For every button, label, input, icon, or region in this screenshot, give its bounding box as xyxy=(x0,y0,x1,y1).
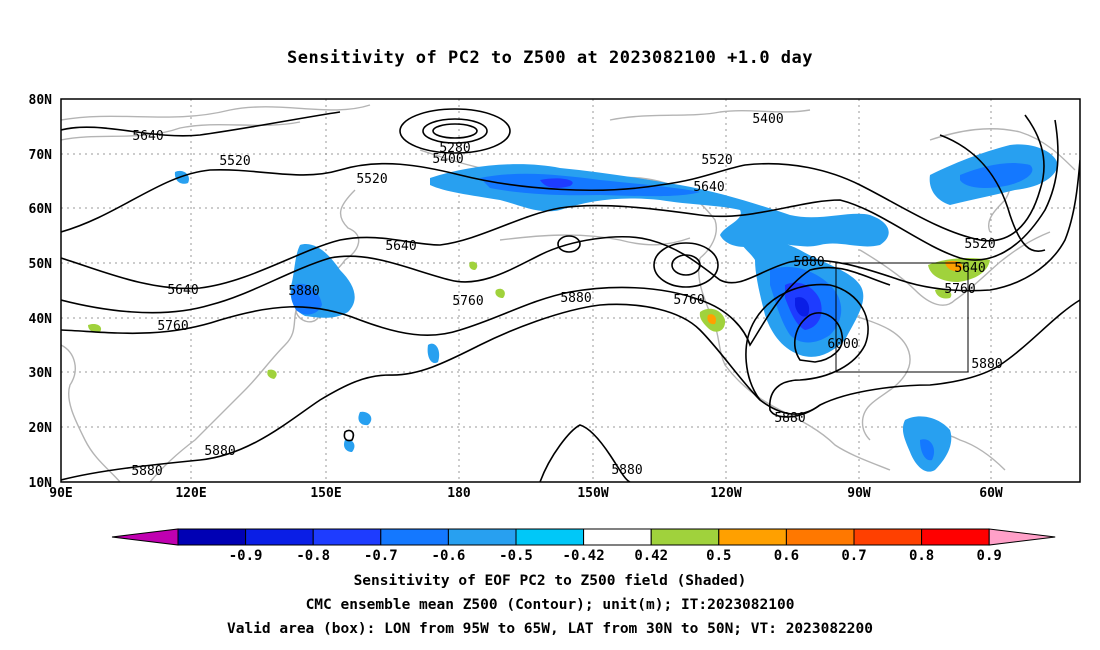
colorbar-label: 0.6 xyxy=(774,548,799,564)
colorbar-label: -0.9 xyxy=(229,548,263,564)
lat-label: 20N xyxy=(29,421,53,436)
colorbar-swatch xyxy=(785,528,855,546)
contour-label: 5640 xyxy=(385,239,416,254)
lon-label: 120W xyxy=(710,486,741,501)
valid-area-box xyxy=(835,262,969,373)
lat-label: 50N xyxy=(29,257,53,272)
contour-label: 5520 xyxy=(356,172,387,187)
colorbar-label: 0.42 xyxy=(634,548,668,564)
contour-label: 5880 xyxy=(793,255,824,270)
contour-label: 5760 xyxy=(157,319,188,334)
caption-line-1: Sensitivity of EOF PC2 to Z500 field (Sh… xyxy=(353,573,747,589)
contour-label: 5640 xyxy=(167,283,198,298)
colorbar-label: -0.42 xyxy=(563,548,605,564)
contour-label: 5880 xyxy=(611,463,642,478)
lon-label: 60W xyxy=(979,486,1003,501)
lon-label: 90E xyxy=(49,486,72,501)
colorbar-swatch xyxy=(853,528,923,546)
lon-label: 120E xyxy=(175,486,206,501)
contour-label: 5640 xyxy=(693,180,724,195)
z500-contours xyxy=(61,108,1080,482)
colorbar-swatch xyxy=(650,528,720,546)
lon-label: 90W xyxy=(847,486,871,501)
colorbar-swatch xyxy=(515,528,585,546)
colorbar-swatch xyxy=(718,528,787,546)
colorbar-label: 0.9 xyxy=(977,548,1002,564)
colorbar-label: -0.6 xyxy=(432,548,466,564)
contour-label: 5520 xyxy=(701,153,732,168)
lat-label: 70N xyxy=(29,148,53,163)
gridlines xyxy=(61,99,1080,482)
lon-label: 180 xyxy=(447,486,471,501)
colorbar-swatch xyxy=(921,528,990,546)
contour-label: 5280 xyxy=(439,141,470,156)
contour-label: 5880 xyxy=(204,444,235,459)
sensitivity-shading xyxy=(88,144,1058,472)
latitude-labels: 80N 70N 60N 50N 40N 30N 20N 10N xyxy=(29,93,53,491)
lon-label: 150W xyxy=(577,486,608,501)
colorbar-swatch xyxy=(583,528,652,546)
contour-label: 5400 xyxy=(432,152,463,167)
contour-label: 5520 xyxy=(219,154,250,169)
contour-label: 5760 xyxy=(452,294,483,309)
lat-label: 60N xyxy=(29,202,53,217)
contour-label: 5880 xyxy=(774,411,805,426)
caption-line-2: CMC ensemble mean Z500 (Contour); unit(m… xyxy=(305,597,795,613)
contour-label: 5880 xyxy=(560,291,591,306)
colorbar-label: -0.7 xyxy=(364,548,398,564)
contour-label: 5400 xyxy=(752,112,783,127)
contour-label: 5760 xyxy=(673,293,704,308)
colorbar-label: 0.8 xyxy=(909,548,934,564)
colorbar-swatch xyxy=(177,528,247,546)
coastlines xyxy=(61,104,1076,482)
contour-label: 5520 xyxy=(964,237,995,252)
colorbar-swatch xyxy=(245,528,314,546)
colorbar-swatch xyxy=(312,528,382,546)
contour-label: 5880 xyxy=(971,357,1002,372)
caption-line-3: Valid area (box): LON from 95W to 65W, L… xyxy=(226,621,873,637)
lat-label: 30N xyxy=(29,366,53,381)
colorbar-label: 0.7 xyxy=(841,548,866,564)
contour-label: 5880 xyxy=(131,464,162,479)
lat-label: 10N xyxy=(29,476,53,491)
colorbar-swatch xyxy=(380,528,449,546)
map-frame xyxy=(60,98,1081,483)
lat-label: 40N xyxy=(29,312,53,327)
contour-label: 6000 xyxy=(827,337,858,352)
colorbar-label: -0.8 xyxy=(296,548,330,564)
colorbar-min-arrow xyxy=(111,528,179,546)
lat-label: 80N xyxy=(29,93,53,108)
contour-label: 5880 xyxy=(288,284,319,299)
longitude-labels: 90E 120E 150E 180 150W 120W 90W 60W xyxy=(49,486,1003,501)
lon-label: 150E xyxy=(310,486,341,501)
colorbar: -0.9 -0.8 -0.7 -0.6 -0.5 -0.42 0.42 0.5 0.6 0.7 0.… xyxy=(111,528,1056,564)
contour-label: 5640 xyxy=(132,129,163,144)
colorbar-max-arrow xyxy=(988,528,1056,546)
contour-labels: 5280 5400 5400 5520 5520 5520 5520 5640 … xyxy=(131,112,1002,479)
contour-label: 5640 xyxy=(954,261,985,276)
contour-label: 5760 xyxy=(944,282,975,297)
colorbar-label: 0.5 xyxy=(706,548,731,564)
chart-title: Sensitivity of PC2 to Z500 at 2023082100… xyxy=(286,48,813,68)
colorbar-label: -0.5 xyxy=(499,548,533,564)
colorbar-swatch xyxy=(447,528,517,546)
